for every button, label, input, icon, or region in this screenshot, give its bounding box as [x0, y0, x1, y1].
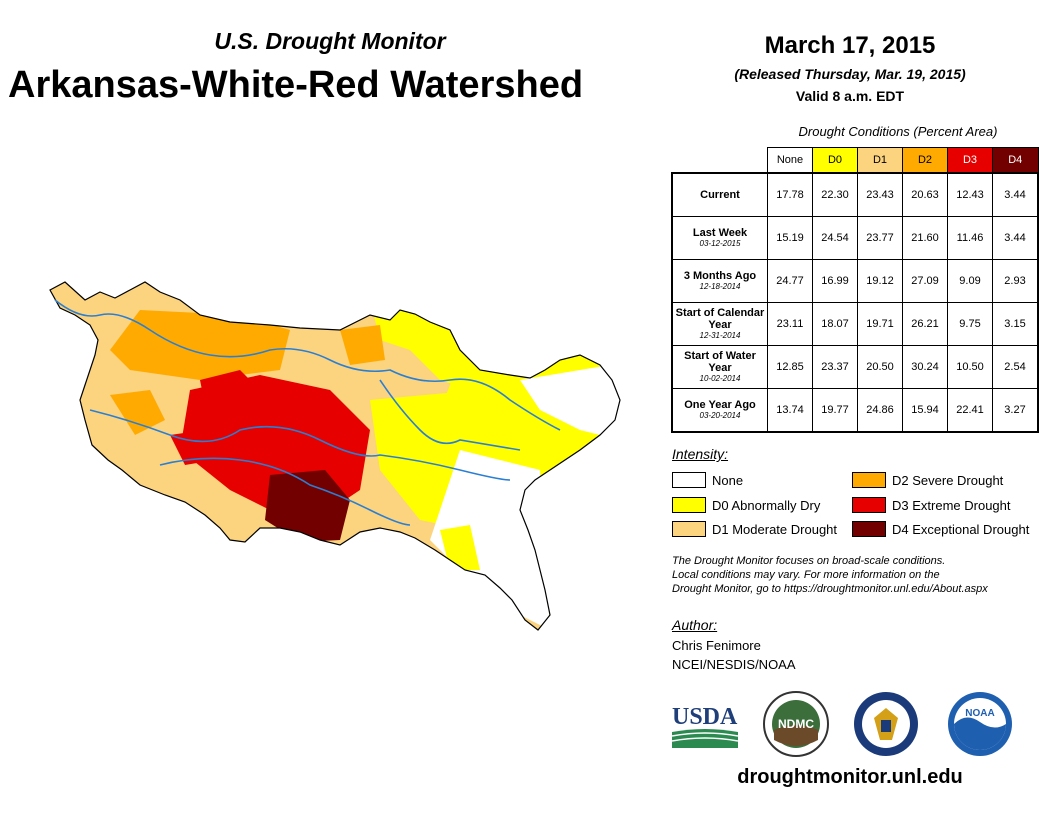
table-cell: 19.77 — [812, 388, 858, 433]
table-cell: 30.24 — [902, 345, 948, 389]
table-cell: 22.41 — [947, 388, 993, 433]
release-date: (Released Thursday, Mar. 19, 2015) — [734, 66, 966, 82]
table-caption: Drought Conditions (Percent Area) — [798, 124, 998, 139]
table-row: Last Week 03-12-2015 15.19 24.54 23.77 21… — [671, 216, 1039, 260]
table-cell: 12.43 — [947, 172, 993, 217]
doc-seal-icon — [854, 692, 918, 756]
table-cell: 11.46 — [947, 216, 993, 260]
table-cell: 3.44 — [992, 216, 1039, 260]
legend-item-none: None — [672, 472, 743, 488]
row-label: One Year Ago 03-20-2014 — [671, 388, 768, 433]
col-header-d2: D2 — [902, 147, 948, 174]
table-row: Start of Calendar Year 12-31-2014 23.11 1… — [671, 302, 1039, 346]
legend-swatch — [852, 497, 886, 513]
website-url: droughtmonitor.unl.edu — [737, 766, 963, 788]
noaa-logo-icon: NOAA — [948, 692, 1012, 756]
legend-item-d1: D1 Moderate Drought — [672, 521, 837, 537]
disclaimer-note: The Drought Monitor focuses on broad-sca… — [672, 555, 988, 595]
legend-swatch — [852, 472, 886, 488]
table-cell: 9.75 — [947, 302, 993, 346]
table-cell: 12.85 — [767, 345, 813, 389]
table-cell: 16.99 — [812, 259, 858, 303]
table-cell: 23.11 — [767, 302, 813, 346]
table-cell: 24.54 — [812, 216, 858, 260]
row-label: Start of Water Year 10-02-2014 — [671, 345, 768, 389]
legend-swatch — [672, 472, 706, 488]
author-organization: NCEI/NESDIS/NOAA — [672, 657, 796, 672]
table-cell: 20.50 — [857, 345, 903, 389]
row-label: Last Week 03-12-2015 — [671, 216, 768, 260]
table-cell: 19.12 — [857, 259, 903, 303]
table-cell: 9.09 — [947, 259, 993, 303]
table-cell: 26.21 — [902, 302, 948, 346]
table-cell: 24.77 — [767, 259, 813, 303]
map-date: March 17, 2015 — [764, 32, 936, 59]
table-row: 3 Months Ago 12-18-2014 24.77 16.99 19.12… — [671, 259, 1039, 303]
legend-swatch — [672, 521, 706, 537]
table-cell: 17.78 — [767, 172, 813, 217]
map-title: Arkansas-White-Red Watershed — [8, 64, 584, 106]
table-cell: 15.94 — [902, 388, 948, 433]
table-cell: 18.07 — [812, 302, 858, 346]
legend-item-d2: D2 Severe Drought — [852, 472, 1003, 488]
table-cell: 20.63 — [902, 172, 948, 217]
monitor-subtitle: U.S. Drought Monitor — [214, 28, 446, 54]
table-cell: 21.60 — [902, 216, 948, 260]
table-cell: 23.37 — [812, 345, 858, 389]
drought-map — [49, 281, 621, 631]
col-header-d3: D3 — [947, 147, 993, 174]
legend-title: Intensity: — [672, 446, 729, 462]
row-label: 3 Months Ago 12-18-2014 — [671, 259, 768, 303]
row-label: Current — [671, 172, 768, 217]
legend-item-d0: D0 Abnormally Dry — [672, 497, 820, 513]
table-cell: 23.43 — [857, 172, 903, 217]
author-heading: Author: — [672, 617, 718, 633]
table-cell: 3.44 — [992, 172, 1039, 217]
table-cell: 2.93 — [992, 259, 1039, 303]
table-row: Start of Water Year 10-02-2014 12.85 23.3… — [671, 345, 1039, 389]
table-cell: 2.54 — [992, 345, 1039, 389]
table-cell: 19.71 — [857, 302, 903, 346]
author-name: Chris Fenimore — [672, 638, 761, 653]
table-cell: 10.50 — [947, 345, 993, 389]
valid-time: Valid 8 a.m. EDT — [795, 88, 905, 104]
legend-item-d3: D3 Extreme Drought — [852, 497, 1011, 513]
svg-text:NOAA: NOAA — [965, 708, 994, 719]
svg-text:USDA: USDA — [672, 704, 738, 730]
table-cell: 27.09 — [902, 259, 948, 303]
legend-item-d4: D4 Exceptional Drought — [852, 521, 1029, 537]
table-cell: 22.30 — [812, 172, 858, 217]
legend-swatch — [852, 521, 886, 537]
legend-swatch — [672, 497, 706, 513]
col-header-d0: D0 — [812, 147, 858, 174]
table-cell: 13.74 — [767, 388, 813, 433]
table-cell: 24.86 — [857, 388, 903, 433]
ndmc-logo-icon: NDMC — [763, 691, 829, 757]
table-cell: 23.77 — [857, 216, 903, 260]
table-cell: 3.27 — [992, 388, 1039, 433]
table-row: Current 17.78 22.30 23.43 20.63 12.43 3.… — [671, 172, 1039, 217]
drought-conditions-table: None D0 D1 D2 D3 D4 Current 17.78 22.30 … — [671, 147, 1039, 433]
table-cell: 3.15 — [992, 302, 1039, 346]
row-label: Start of Calendar Year 12-31-2014 — [671, 302, 768, 346]
col-header-d1: D1 — [857, 147, 903, 174]
usda-logo-icon: USDA — [671, 704, 739, 748]
svg-text:NDMC: NDMC — [778, 717, 814, 731]
table-cell: 15.19 — [767, 216, 813, 260]
col-header-none: None — [767, 147, 813, 174]
col-header-d4: D4 — [992, 147, 1039, 174]
table-row: One Year Ago 03-20-2014 13.74 19.77 24.86… — [671, 388, 1039, 433]
